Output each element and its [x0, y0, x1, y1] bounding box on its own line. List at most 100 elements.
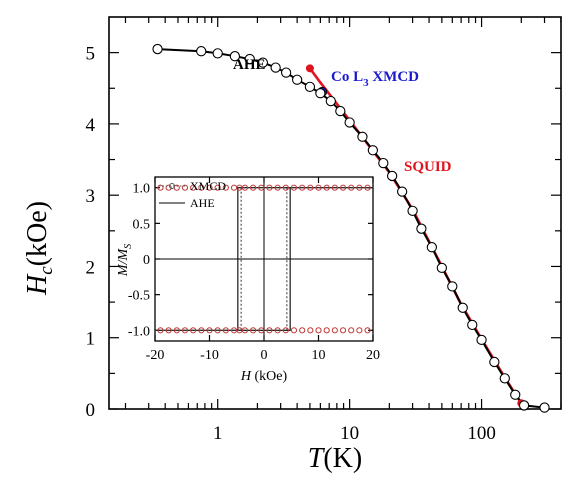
- inset-xmcd-point-lower: [282, 327, 289, 334]
- inset-xmcd-point-upper: [274, 184, 281, 191]
- inset-xmcd-point-lower: [364, 327, 371, 334]
- ahe-point: [447, 281, 458, 292]
- ahe-point: [335, 105, 346, 117]
- ahe-point: [196, 46, 207, 57]
- ahe-point: [257, 57, 269, 68]
- inset-xmcd-point-upper: [258, 184, 265, 191]
- inset-xmcd-point-lower: [165, 327, 172, 334]
- ahe-point: [315, 88, 326, 99]
- inset-xmcd-point-upper: [241, 184, 249, 191]
- ahe-point: [212, 48, 223, 59]
- inset-xmcd-point-upper: [299, 184, 306, 191]
- inset-y-tick-label: 0.5: [133, 217, 151, 232]
- ahe-point: [152, 43, 163, 55]
- inset-xmcd-point-upper: [198, 184, 205, 191]
- inset-xmcd-point-lower: [157, 327, 164, 334]
- x-tick-label: 100: [467, 423, 496, 444]
- inset-xmcd-point-upper: [339, 184, 347, 191]
- x-axis-title: T(K): [308, 443, 362, 474]
- inset-xmcd-point-lower: [356, 327, 363, 334]
- annotation-co-l3-xmcd: Co L3 XMCD: [331, 69, 419, 89]
- inset-xmcd-point-upper: [290, 184, 298, 191]
- y-tick-label: 0: [86, 400, 96, 421]
- inset-xmcd-point-lower: [181, 327, 189, 334]
- inset-xmcd-point-upper: [364, 184, 371, 191]
- legend-xmcd-label: XMCD: [190, 179, 226, 193]
- inset-xmcd-point-upper: [181, 184, 189, 191]
- inset-xmcd-point-upper: [190, 184, 197, 191]
- main-tick-labels: 1 10 100 0 1 2 3 4 5: [86, 44, 496, 444]
- ahe-point: [457, 302, 468, 313]
- y-tick-label: 2: [86, 257, 96, 278]
- inset-xmcd-point-upper: [266, 184, 273, 191]
- y-tick-label: 5: [86, 44, 96, 65]
- ahe-point: [510, 389, 521, 400]
- ahe-point: [518, 400, 530, 411]
- ahe-point: [426, 242, 438, 253]
- inset-xmcd-point-lower: [315, 327, 322, 334]
- x-tick-label: 10: [340, 423, 359, 444]
- y-tick-label: 3: [86, 186, 96, 207]
- inset-series-group: [155, 177, 373, 341]
- ahe-point: [367, 145, 379, 156]
- inset-xmcd-point-upper: [323, 184, 330, 191]
- x-tick-label: 1: [213, 423, 223, 444]
- inset-xmcd-point-upper: [214, 184, 221, 191]
- inset-xmcd-point-upper: [307, 184, 314, 191]
- ahe-point: [467, 319, 478, 331]
- inset-xmcd-point-lower: [258, 327, 265, 334]
- inset-tick-labels: -20 -10 0 10 20 -1.0 -0.5 0 0.5 1.0: [128, 182, 380, 363]
- inset-xmcd-point-upper: [315, 184, 322, 191]
- ahe-point: [280, 67, 292, 78]
- inset-xmcd-point-upper: [331, 184, 338, 191]
- inset-xmcd-point-lower: [323, 327, 330, 334]
- ahe-point: [396, 186, 408, 197]
- inset-xmcd-loop: [155, 187, 373, 331]
- inset-xmcd-point-lower: [241, 327, 249, 334]
- inset-xmcd-point-lower: [339, 327, 347, 334]
- inset-x-tick-label: 0: [261, 348, 268, 363]
- main-series-group: [152, 43, 550, 413]
- inset-xmcd-point-lower: [290, 327, 298, 334]
- y-axis-title: Hc(kOe): [22, 201, 57, 296]
- inset-xmcd-point-lower: [222, 327, 229, 334]
- extra-point: [305, 64, 314, 73]
- ahe-point: [270, 62, 281, 73]
- ahe-point: [416, 223, 427, 234]
- inset-xmcd-point-lower: [190, 327, 197, 334]
- main-axis-ticks: [109, 17, 562, 410]
- ahe-point: [476, 334, 487, 346]
- ahe-point: [344, 117, 355, 128]
- inset-xmcd-point-upper: [250, 184, 257, 191]
- inset-xmcd-point-lower: [307, 327, 314, 334]
- ahe-point: [378, 157, 389, 169]
- inset-xmcd-point-lower: [198, 327, 205, 334]
- inset-xmcd-point-upper: [165, 184, 172, 191]
- ahe-point: [229, 51, 241, 62]
- inset-x-axis-title: H (kOe): [240, 369, 288, 384]
- inset-xmcd-point-upper: [356, 184, 363, 191]
- main-plot-frame: [108, 16, 562, 410]
- inset-y-tick-label: -0.5: [128, 289, 150, 304]
- inset-xmcd-point-lower: [331, 327, 338, 334]
- ahe-point: [291, 74, 303, 85]
- inset-xmcd-point-upper: [206, 184, 213, 191]
- annotation-ahe: AHE: [233, 57, 266, 73]
- ahe-point: [325, 95, 336, 107]
- annotation-squid: SQUID: [404, 159, 452, 175]
- inset-x-tick-label: -20: [146, 348, 165, 363]
- inset-xmcd-point-upper: [157, 184, 164, 191]
- inset-xmcd-point-lower: [274, 327, 281, 334]
- ahe-point: [489, 356, 500, 368]
- inset-y-tick-label: 0: [143, 253, 150, 268]
- inset-x-tick-label: -10: [200, 348, 219, 363]
- y-tick-label: 1: [86, 329, 96, 350]
- legend-ahe-label: AHE: [190, 196, 215, 210]
- inset-xmcd-point-upper: [282, 184, 289, 191]
- y-tick-label: 4: [86, 115, 96, 136]
- ahe-point: [499, 373, 510, 384]
- inset-y-tick-label: 1.0: [133, 182, 151, 197]
- ahe-point: [244, 53, 255, 65]
- ahe-point: [304, 81, 316, 92]
